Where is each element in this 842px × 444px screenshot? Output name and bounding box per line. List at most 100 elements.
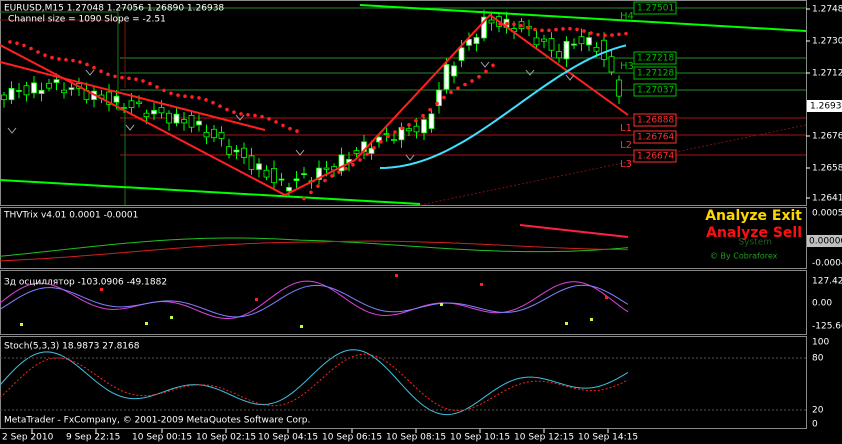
- time-label: 10 Sep 02:15: [196, 433, 256, 443]
- sar-dot: [505, 21, 509, 26]
- step-line: [0, 11, 126, 205]
- signal-exit: Analyze Exit: [705, 208, 802, 224]
- axis-label: 0.0005: [812, 209, 842, 219]
- sar-dot: [400, 126, 404, 131]
- candle-body: [166, 112, 172, 124]
- sar-dot: [547, 28, 551, 33]
- osc-marker: [170, 316, 173, 319]
- sar-dot: [540, 28, 544, 33]
- time-label: 9 Sep 22:15: [66, 433, 120, 443]
- sar-dot: [596, 32, 600, 37]
- candle-body: [46, 82, 52, 89]
- sar-dot: [379, 139, 383, 144]
- candle-body: [53, 79, 60, 83]
- candle-body: [196, 120, 202, 126]
- channel-line: [419, 124, 807, 206]
- sar-dot: [554, 27, 558, 32]
- fractal-arrow: [525, 69, 535, 76]
- sar-dot: [351, 162, 355, 167]
- osc-marker: [480, 283, 483, 286]
- candle-body: [466, 38, 472, 46]
- sar-dot: [316, 184, 320, 188]
- candle-body: [443, 64, 450, 90]
- signal-sell: Analyze Sell: [706, 225, 802, 241]
- sar-dot: [183, 94, 187, 98]
- osc-marker: [145, 322, 148, 325]
- sar-dot: [8, 40, 12, 44]
- sar-dot: [526, 25, 530, 30]
- sar-dot: [211, 100, 215, 105]
- osc-marker: [395, 274, 398, 277]
- candle-body: [61, 89, 67, 94]
- level-price-box: [633, 83, 677, 97]
- sar-dot: [372, 146, 376, 150]
- candle-body: [158, 106, 165, 114]
- sar-dot: [617, 32, 621, 37]
- channel-info: Channel size = 1090 Slope = -2.51: [8, 15, 166, 25]
- channel-line: [359, 4, 807, 32]
- sar-dot: [99, 69, 103, 74]
- candle-body: [458, 47, 465, 61]
- sar-dot: [57, 57, 61, 61]
- candle-body: [586, 37, 592, 46]
- sar-dot: [120, 75, 124, 80]
- candle-body: [541, 38, 547, 42]
- sar-dot: [491, 63, 495, 68]
- candle-body: [421, 119, 427, 134]
- sar-dot: [253, 113, 257, 118]
- axis-label: -125.6647: [812, 322, 842, 332]
- candle-body: [593, 46, 600, 52]
- sar-dot: [624, 31, 628, 36]
- chart-header: EURUSD,M15 1.27048 1.27056 1.26890 1.269…: [4, 4, 224, 14]
- sar-dot: [190, 95, 194, 99]
- candle-body: [488, 19, 495, 24]
- sar-dot: [22, 43, 26, 48]
- axis-label: 127.4253: [812, 277, 842, 287]
- sar-dot: [106, 72, 110, 77]
- candle-body: [106, 91, 112, 105]
- sar-dot: [575, 27, 579, 32]
- trix-signal: [0, 240, 629, 262]
- level-price-box: [633, 51, 677, 65]
- sar-dot: [246, 112, 250, 117]
- fractal-arrow: [7, 127, 17, 134]
- axis-label: 80: [812, 354, 824, 364]
- oscillator-signal: [0, 284, 629, 318]
- sar-dot: [337, 170, 341, 174]
- candle-body: [608, 56, 615, 73]
- sar-dot: [204, 98, 208, 102]
- sar-dot: [484, 69, 488, 74]
- candle-body: [383, 133, 390, 135]
- price-axis-label: 1.27305: [812, 37, 842, 47]
- level-price-box: [633, 113, 677, 127]
- level-price-box: [633, 130, 677, 144]
- sar-dot: [302, 196, 306, 201]
- candle-body: [571, 43, 577, 46]
- candle-body: [353, 150, 360, 154]
- zero-label: 0.00000: [809, 237, 842, 247]
- panel-frames: [0, 0, 807, 429]
- axis-label: -0.0004: [812, 259, 842, 269]
- level-price-box: [633, 149, 677, 163]
- sar-dot: [148, 81, 152, 86]
- zigzag-line: [0, 13, 629, 197]
- sar-dot: [463, 82, 467, 87]
- candle-body: [128, 100, 135, 108]
- candle-body: [556, 51, 562, 59]
- candle-body: [233, 149, 240, 153]
- osc-marker: [590, 318, 593, 321]
- sar-dot: [15, 41, 19, 45]
- candle-body: [293, 178, 300, 181]
- sar-dot: [169, 91, 173, 96]
- candle-body: [143, 112, 150, 118]
- osc-marker: [605, 296, 608, 299]
- trix-line: [0, 237, 629, 257]
- candle-body: [211, 128, 217, 139]
- candle-body: [338, 154, 345, 172]
- candle-body: [563, 40, 570, 60]
- candle-body: [391, 139, 397, 141]
- footer: MetaTrader - FxCompany, © 2001-2009 Meta…: [4, 416, 310, 426]
- sar-dot: [533, 27, 537, 32]
- panel-header: THVTrix v4.01 0.0001 -0.0001: [3, 211, 138, 221]
- sar-dot: [407, 123, 411, 127]
